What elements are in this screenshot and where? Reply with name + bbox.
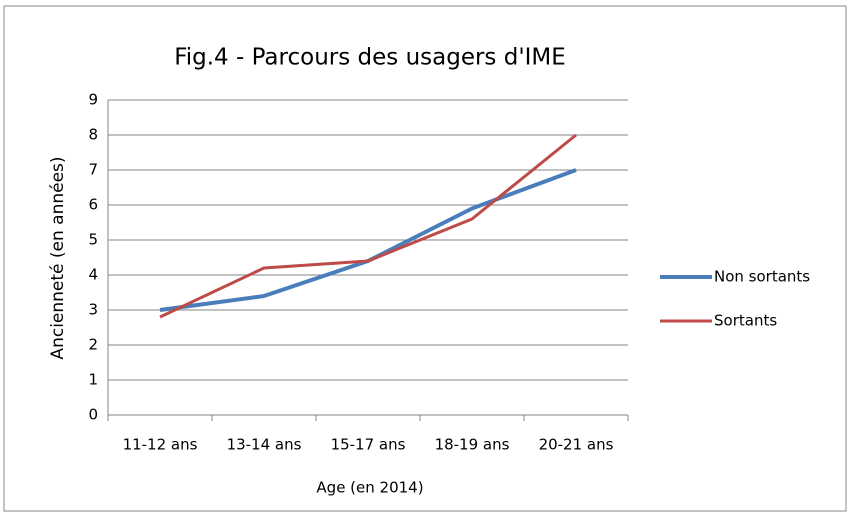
y-tick-label: 0 [88,406,98,424]
series-line [159,133,577,319]
legend-label: Sortants [714,312,777,330]
x-tick-label: 18-19 ans [435,436,510,454]
legend-label: Non sortants [714,268,810,286]
chart-title: Fig.4 - Parcours des usagers d'IME [174,45,566,71]
x-tick-label: 13-14 ans [227,436,302,454]
x-axis-title: Age (en 2014) [316,479,423,497]
chart-frame [3,5,847,512]
y-tick-label: 2 [88,336,98,354]
y-tick-label: 9 [88,91,98,109]
x-tick-label: 20-21 ans [539,436,614,454]
y-tick-label: 6 [88,196,98,214]
y-tick-label: 5 [88,231,98,249]
y-tick-label: 8 [88,126,98,144]
y-tick-label: 7 [88,161,98,179]
y-tick-label: 4 [88,266,98,284]
y-axis-title: Ancienneté (en années) [48,156,68,359]
x-tick-label: 11-12 ans [123,436,198,454]
y-tick-label: 1 [88,371,98,389]
x-tick-label: 15-17 ans [331,436,406,454]
y-tick-label: 3 [88,301,98,319]
